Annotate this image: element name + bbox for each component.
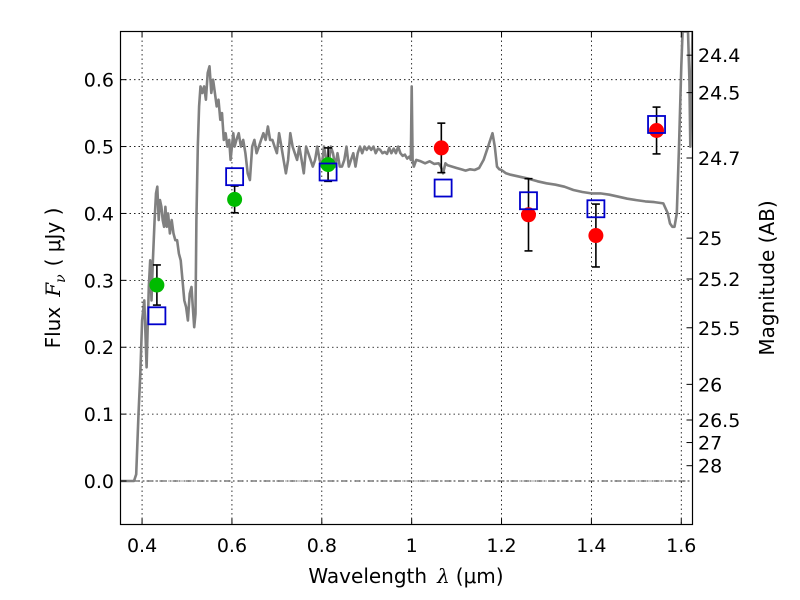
y-tick-label: 0.6	[84, 70, 114, 92]
data-point-circle	[320, 157, 336, 173]
y-axis-title-subscript: ν	[53, 274, 69, 283]
y2-tick-label: 27	[698, 433, 722, 455]
x-axis-title-symbol: λ	[436, 564, 450, 588]
x-axis-title-prefix: Wavelength	[308, 564, 427, 588]
x-tick-label: 1.6	[666, 535, 696, 557]
grid-lines	[120, 31, 693, 525]
x-tick-label: 0.8	[307, 535, 337, 557]
model-point-square	[147, 306, 167, 326]
y2-tick-label: 26.5	[698, 410, 740, 432]
y2-tick-label: 24.5	[698, 83, 740, 105]
data-point-circle	[149, 277, 165, 293]
y2-tick-label: 25.5	[698, 318, 740, 340]
y-tick-label: 0.1	[84, 404, 114, 426]
x-tick-label: 0.4	[127, 535, 157, 557]
template-curve	[120, 31, 693, 483]
y-tick-label: 0.3	[84, 270, 114, 292]
x-tick-label: 1.4	[576, 535, 606, 557]
x-tick-label: 1	[406, 535, 418, 557]
y-axis-title-symbol: F	[41, 282, 65, 298]
model-point-square	[519, 191, 538, 211]
y2-tick-label: 28	[698, 456, 722, 478]
y-tick-label: 0.5	[84, 137, 114, 159]
data-markers	[147, 115, 666, 326]
y-axis-title-prefix: Flux	[41, 307, 65, 349]
data-point-circle	[433, 140, 449, 156]
data-point-circle	[649, 123, 665, 139]
y2-tick-label: 25	[698, 228, 722, 250]
model-point-square	[586, 199, 606, 219]
data-point-circle	[520, 207, 536, 223]
axis-ticks: 0.4 0.6 0.8 1 1.2 1.4 1.6 0.0 0.1 0.2 0.3 0.4 0.5 0.6…	[84, 31, 740, 557]
model-point-square	[318, 162, 338, 182]
x-tick-label: 0.6	[217, 535, 247, 557]
model-point-square	[433, 178, 453, 198]
template-layer	[120, 31, 693, 483]
y2-tick-label: 25.2	[698, 269, 740, 291]
y-axis-title-unit: ( μJy )	[41, 208, 65, 267]
data-point-circle	[227, 191, 243, 207]
y-tick-label: 0.2	[84, 337, 114, 359]
x-axis-title: Wavelength λ (μm)	[308, 564, 503, 588]
y2-tick-label: 24.7	[698, 148, 740, 170]
y2-tick-label: 24.4	[698, 45, 740, 67]
plot-frame	[119, 30, 694, 526]
error-bars	[152, 106, 661, 306]
y2-tick-label: 26	[698, 374, 722, 396]
x-axis-title-unit: (μm)	[456, 564, 504, 588]
y-tick-label: 0.4	[84, 203, 114, 225]
y2-axis-title: Magnitude (AB)	[755, 200, 779, 355]
y-axis-title: Flux Fν ( μJy )	[41, 208, 69, 349]
model-point-square	[647, 115, 666, 134]
data-point-circle	[588, 228, 604, 244]
model-point-square	[225, 167, 245, 187]
y-tick-label: 0.0	[84, 471, 114, 493]
x-tick-label: 1.2	[486, 535, 516, 557]
